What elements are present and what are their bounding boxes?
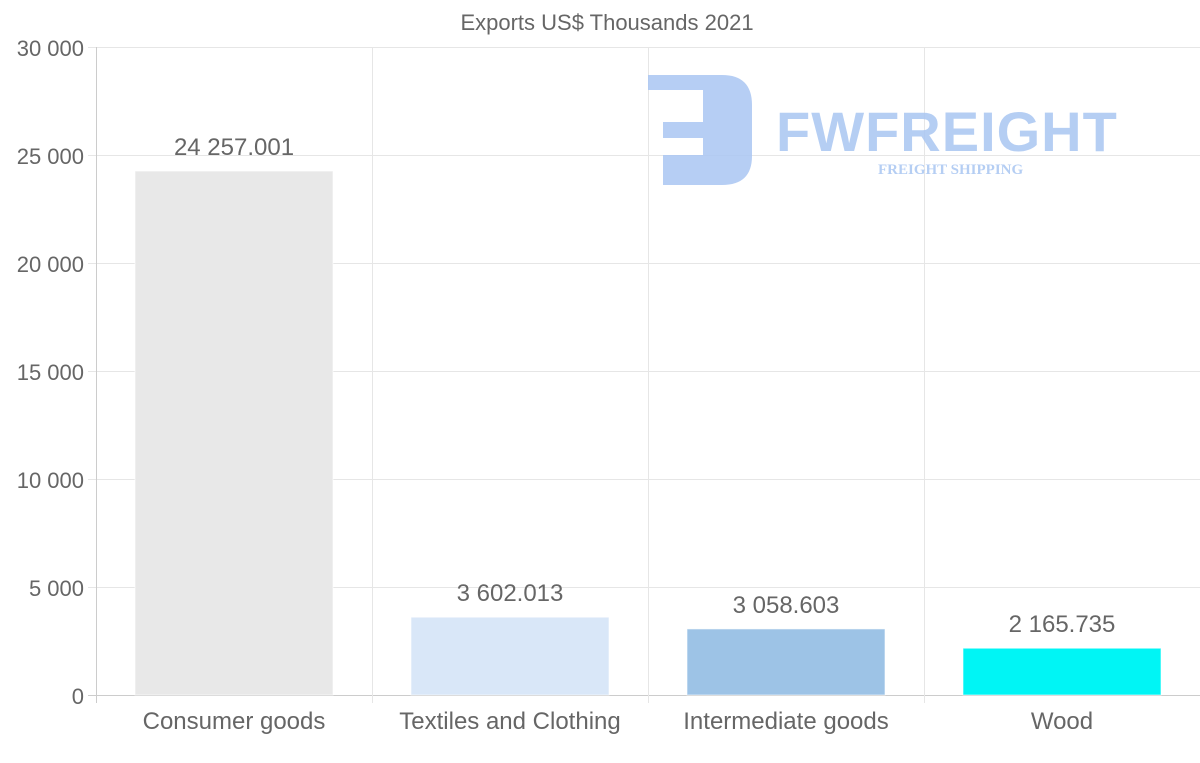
bar-wood <box>962 647 1162 696</box>
fwfreight-watermark-logo: FWFREIGHT FREIGHT SHIPPING <box>648 75 1118 185</box>
watermark-brand: FWFREIGHT <box>776 100 1118 163</box>
bar-intermediate-goods <box>686 628 886 696</box>
chart-title: Exports US$ Thousands 2021 <box>460 10 753 35</box>
bar-textiles-and-clothing <box>410 616 610 696</box>
data-label: 3 058.603 <box>733 592 840 619</box>
data-label: 2 165.735 <box>1009 611 1116 638</box>
data-label: 3 602.013 <box>457 580 564 607</box>
y-tick-label: 20 000 <box>17 252 84 277</box>
y-tick-label: 5 000 <box>29 576 84 601</box>
x-tick-label: Consumer goods <box>143 708 326 735</box>
bars <box>134 170 1162 696</box>
watermark-tagline: FREIGHT SHIPPING <box>878 162 1023 178</box>
x-tick-label: Wood <box>1031 708 1093 735</box>
y-tick-label: 10 000 <box>17 468 84 493</box>
x-tick-label: Intermediate goods <box>683 708 888 735</box>
bar-consumer-goods <box>134 170 334 696</box>
data-label: 24 257.001 <box>174 134 294 161</box>
logo-mark-icon <box>648 75 752 185</box>
y-tick-label: 30 000 <box>17 36 84 61</box>
y-tick-label: 15 000 <box>17 360 84 385</box>
y-tick-label: 0 <box>72 684 84 709</box>
y-tick-label: 25 000 <box>17 144 84 169</box>
x-tick-label: Textiles and Clothing <box>399 708 620 735</box>
labels: 0 5 000 10 000 15 000 20 000 25 000 30 000 24 2… <box>17 36 1116 735</box>
